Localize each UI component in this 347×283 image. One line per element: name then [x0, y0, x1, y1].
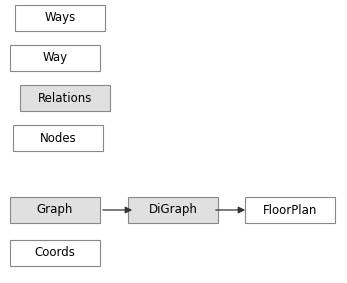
Text: Coords: Coords: [35, 246, 75, 260]
FancyBboxPatch shape: [20, 85, 110, 111]
FancyBboxPatch shape: [13, 125, 103, 151]
Text: Relations: Relations: [38, 91, 92, 104]
FancyBboxPatch shape: [245, 197, 335, 223]
FancyBboxPatch shape: [10, 240, 100, 266]
Text: DiGraph: DiGraph: [149, 203, 197, 216]
Text: Ways: Ways: [44, 12, 76, 25]
FancyBboxPatch shape: [10, 45, 100, 71]
Text: Nodes: Nodes: [40, 132, 76, 145]
Text: FloorPlan: FloorPlan: [263, 203, 317, 216]
Text: Graph: Graph: [37, 203, 73, 216]
FancyBboxPatch shape: [15, 5, 105, 31]
FancyBboxPatch shape: [128, 197, 218, 223]
FancyBboxPatch shape: [10, 197, 100, 223]
Text: Way: Way: [42, 52, 68, 65]
